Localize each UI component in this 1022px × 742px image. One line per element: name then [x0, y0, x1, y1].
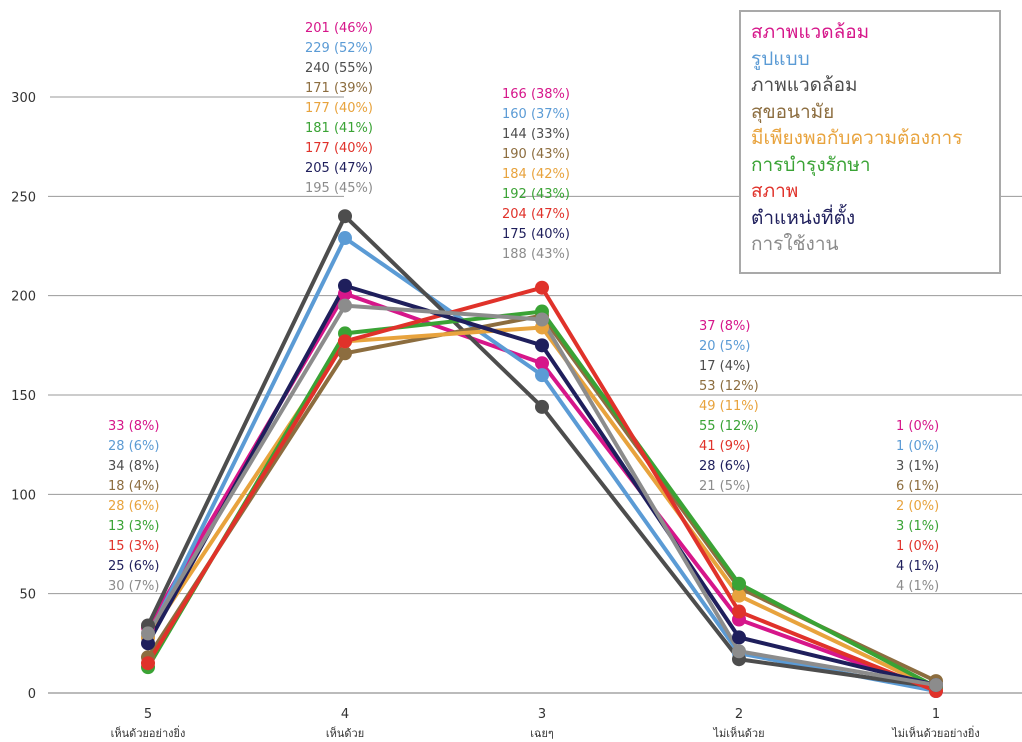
- data-label: 49 (11%): [699, 399, 759, 414]
- data-label: 177 (40%): [305, 101, 373, 116]
- data-label: 25 (6%): [108, 559, 159, 574]
- data-point: [535, 356, 549, 371]
- data-point: [732, 588, 746, 603]
- x-tick-label: 1: [932, 707, 940, 722]
- data-label: 160 (37%): [502, 107, 570, 122]
- data-label: 4 (1%): [896, 559, 939, 574]
- data-label: 33 (8%): [108, 419, 159, 434]
- data-label: 205 (47%): [305, 161, 373, 176]
- data-label: 37 (8%): [699, 319, 750, 334]
- data-label: 181 (41%): [305, 121, 373, 136]
- data-label: 2 (0%): [896, 499, 939, 514]
- data-label: 1 (0%): [896, 439, 939, 454]
- y-tick-label: 150: [11, 389, 36, 404]
- data-label: 184 (42%): [502, 167, 570, 182]
- data-label: 188 (43%): [502, 247, 570, 262]
- data-label: 28 (6%): [108, 439, 159, 454]
- x-tick-label: 3: [538, 707, 546, 722]
- legend-item: สภาพ: [751, 180, 799, 202]
- data-point: [732, 644, 746, 659]
- data-label: 192 (43%): [502, 187, 570, 202]
- data-label: 144 (33%): [502, 127, 570, 142]
- data-label: 240 (55%): [305, 61, 373, 76]
- data-label: 177 (40%): [305, 141, 373, 156]
- y-tick-label: 100: [11, 488, 36, 503]
- data-point: [141, 636, 155, 651]
- data-label: 28 (6%): [108, 499, 159, 514]
- data-label: 166 (38%): [502, 87, 570, 102]
- legend: สภาพแวดล้อมรูปแบบภาพแวดล้อมสุขอนามัยมีเพ…: [739, 10, 1001, 274]
- legend-item: ตำแหน่งที่ตั้ง: [751, 206, 856, 229]
- data-label: 204 (47%): [502, 207, 570, 222]
- data-label: 3 (1%): [896, 459, 939, 474]
- data-label: 30 (7%): [108, 579, 159, 594]
- series-points: [141, 209, 943, 699]
- x-tick-label: 2: [735, 707, 743, 722]
- data-label: 6 (1%): [896, 479, 939, 494]
- data-label: 4 (1%): [896, 579, 939, 594]
- data-point: [141, 626, 155, 641]
- data-label: 1 (0%): [896, 539, 939, 554]
- data-label: 229 (52%): [305, 41, 373, 56]
- x-category-name: เห็นด้วย: [326, 726, 364, 740]
- data-label: 171 (39%): [305, 81, 373, 96]
- data-point: [338, 209, 352, 224]
- data-point: [338, 334, 352, 349]
- x-category-name: ไม่เห็นด้วยอย่างยิ่ง: [891, 725, 980, 740]
- y-tick-label: 250: [11, 190, 36, 205]
- data-label: 53 (12%): [699, 379, 759, 394]
- x-category-name: เฉยๆ: [530, 727, 554, 740]
- data-point: [141, 656, 155, 671]
- data-point: [732, 630, 746, 645]
- y-tick-label: 300: [11, 91, 36, 106]
- y-tick-label: 50: [19, 588, 36, 603]
- legend-item: รูปแบบ: [751, 47, 810, 70]
- data-point: [338, 298, 352, 313]
- data-label: 15 (3%): [108, 539, 159, 554]
- data-label: 175 (40%): [502, 227, 570, 242]
- legend-item: สภาพแวดล้อม: [751, 21, 870, 43]
- x-tick-label: 5: [144, 707, 152, 722]
- y-tick-label: 0: [28, 687, 36, 702]
- data-point: [535, 280, 549, 295]
- y-axis-ticks: 0 50 100 150 200 250 300: [11, 91, 36, 702]
- data-label: 201 (46%): [305, 21, 373, 36]
- data-point: [338, 278, 352, 293]
- data-label: 21 (5%): [699, 479, 750, 494]
- legend-item: การบำรุงรักษา: [751, 153, 871, 176]
- data-labels: 33 (8%) 201 (46%) 166 (38%) 37 (8%) 1 (0%) 28…: [108, 21, 939, 594]
- x-category-name: ไม่เห็นด้วย: [712, 726, 764, 740]
- data-point: [338, 231, 352, 246]
- x-tick-label: 4: [341, 707, 349, 722]
- data-label: 17 (4%): [699, 359, 750, 374]
- data-point: [535, 312, 549, 327]
- data-point: [732, 604, 746, 619]
- data-label: 34 (8%): [108, 459, 159, 474]
- data-label: 18 (4%): [108, 479, 159, 494]
- legend-item: ภาพแวดล้อม: [751, 74, 858, 96]
- data-label: 20 (5%): [699, 339, 750, 354]
- data-point: [535, 399, 549, 414]
- data-label: 195 (45%): [305, 181, 373, 196]
- legend-item: การใช้งาน: [751, 233, 839, 255]
- data-point: [929, 678, 943, 693]
- legend-item: สุขอนามัย: [751, 100, 835, 123]
- data-point: [535, 368, 549, 383]
- x-axis-ticks: 5 เห็นด้วยอย่างยิ่ง 4 เห็นด้วย 3 เฉยๆ 2 ไม่เห็น…: [111, 707, 980, 740]
- data-point: [338, 346, 352, 361]
- data-point: [732, 576, 746, 591]
- y-tick-label: 200: [11, 290, 36, 305]
- legend-item: มีเพียงพอกับความต้องการ: [751, 127, 963, 149]
- data-label: 1 (0%): [896, 419, 939, 434]
- data-label: 28 (6%): [699, 459, 750, 474]
- x-category-name: เห็นด้วยอย่างยิ่ง: [111, 725, 186, 740]
- data-label: 55 (12%): [699, 419, 759, 434]
- data-label: 41 (9%): [699, 439, 750, 454]
- data-label: 190 (43%): [502, 147, 570, 162]
- data-point: [535, 338, 549, 353]
- data-label: 3 (1%): [896, 519, 939, 534]
- data-label: 13 (3%): [108, 519, 159, 534]
